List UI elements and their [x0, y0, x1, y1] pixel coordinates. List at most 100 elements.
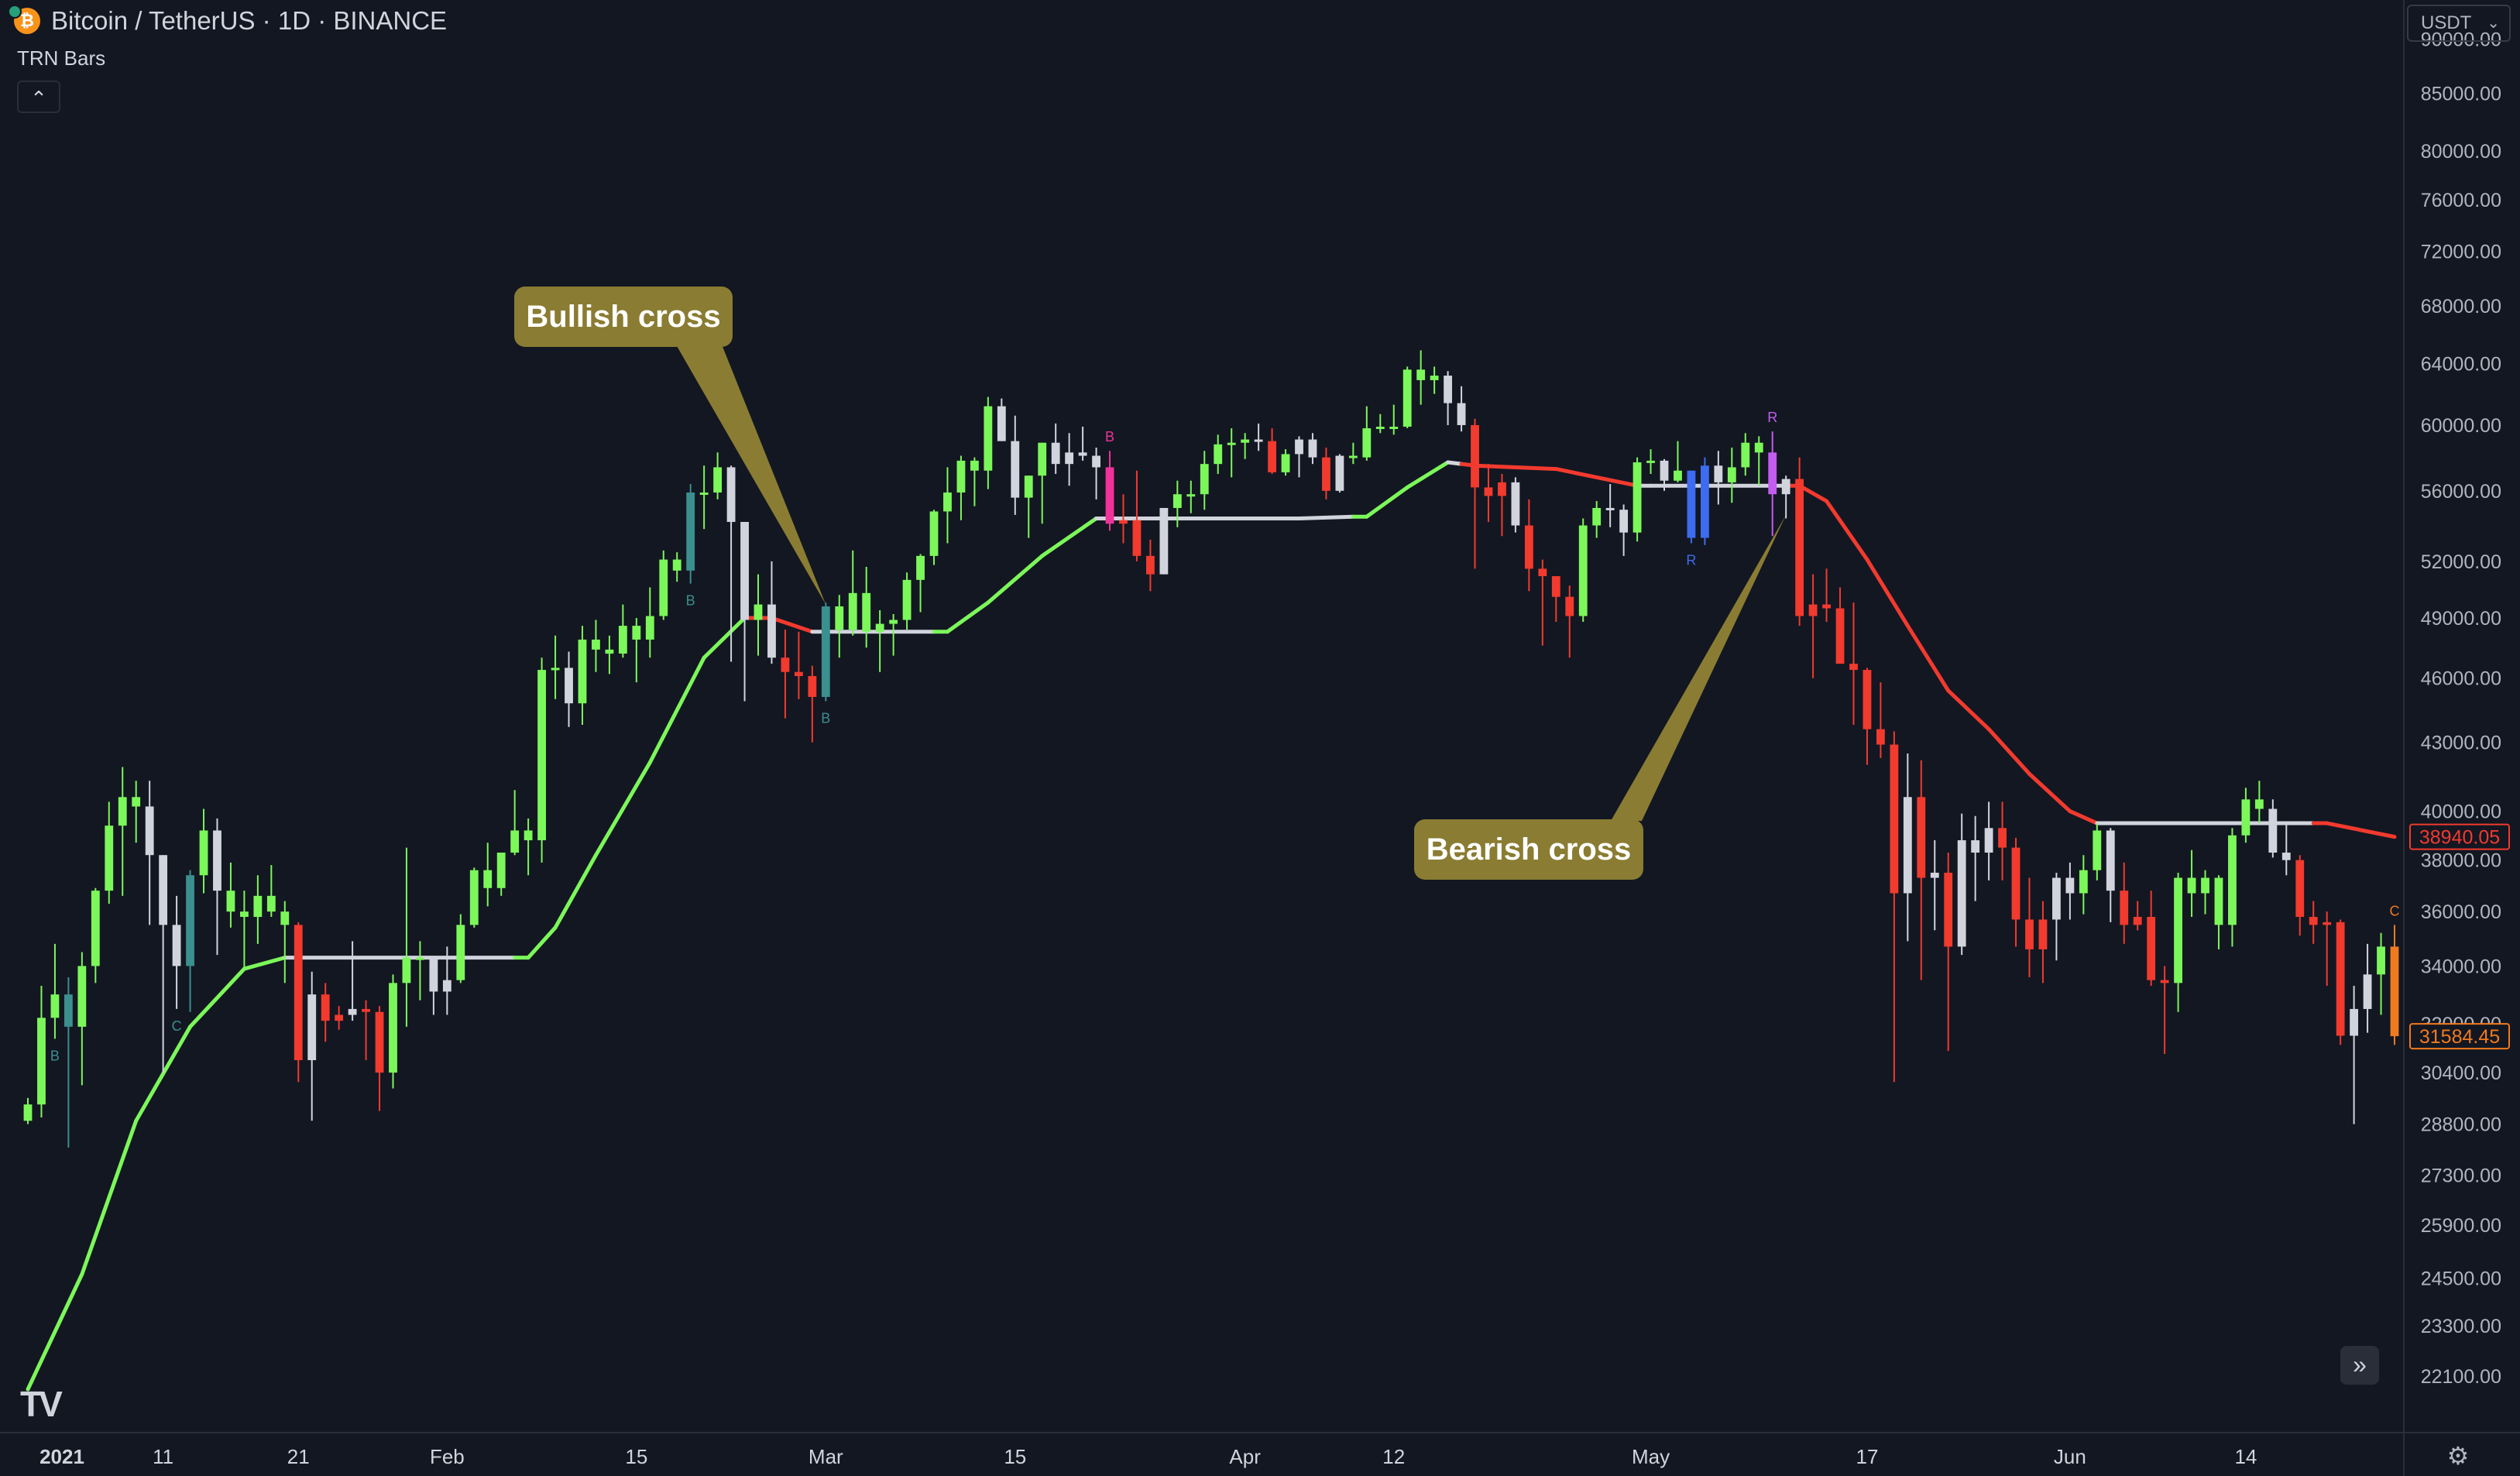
- candle-body: [1119, 520, 1128, 524]
- candle-body: [226, 891, 235, 912]
- candle-body: [266, 895, 276, 912]
- candle: [1754, 436, 1763, 486]
- candle: [984, 396, 993, 489]
- x-tick-label: Apr: [1229, 1445, 1261, 1468]
- candle-body: [2160, 980, 2169, 983]
- candle-body: [1930, 872, 1939, 878]
- candle: [2214, 875, 2223, 949]
- candle-body: [294, 925, 303, 1061]
- candle: [1524, 499, 1533, 592]
- candle: [686, 484, 695, 584]
- candle-body: [1687, 470, 1696, 538]
- signal-marker-label: B: [50, 1048, 60, 1063]
- candle: [199, 808, 208, 894]
- signal-marker-label: B: [821, 710, 830, 726]
- candle: [172, 895, 181, 1009]
- symbol-title[interactable]: Bitcoin / TetherUS · 1D · BINANCE: [51, 6, 448, 35]
- tradingview-logo-icon[interactable]: TV: [20, 1384, 63, 1424]
- candle: [645, 587, 654, 658]
- y-tick-label: 24500.00: [2421, 1268, 2501, 1289]
- candle-body: [321, 994, 330, 1021]
- candle-body: [578, 639, 587, 704]
- candle-body: [1348, 455, 1358, 458]
- candle: [2295, 855, 2305, 936]
- trend-line-segment: [526, 925, 558, 960]
- y-tick-label: 72000.00: [2421, 242, 2501, 263]
- candle-body: [713, 467, 723, 493]
- candle-body: [1498, 482, 1506, 496]
- candle: [2011, 837, 2020, 947]
- candle-body: [699, 492, 709, 495]
- candle-body: [1524, 525, 1533, 569]
- candle: [1808, 574, 1818, 678]
- candle: [767, 561, 776, 664]
- y-tick-label: 85000.00: [2421, 84, 2501, 105]
- candle-body: [1538, 568, 1547, 577]
- scroll-to-realtime-button[interactable]: »: [2340, 1346, 2379, 1385]
- candle: [348, 941, 357, 1021]
- trend-line-segment: [1797, 483, 1829, 503]
- candle-body: [1605, 507, 1615, 510]
- candle: [2323, 911, 2332, 987]
- candle-body: [1890, 744, 1899, 894]
- collapse-indicators-button[interactable]: ⌃: [17, 81, 60, 113]
- candle: [618, 604, 627, 658]
- candle-body: [2201, 877, 2209, 894]
- candle: [1308, 433, 1317, 465]
- candle: [1944, 852, 1953, 1052]
- candle-body: [1917, 797, 1926, 878]
- candle-body: [1727, 467, 1736, 482]
- candle-body: [1674, 470, 1682, 481]
- x-tick-label: 21: [287, 1445, 310, 1468]
- candle-body: [159, 855, 168, 925]
- currency-selector[interactable]: USDT ⌄: [2407, 5, 2511, 42]
- candle: [1172, 480, 1182, 527]
- bearish-callout-pointer: [1611, 514, 1787, 821]
- candle-body: [551, 668, 560, 671]
- candle: [1835, 587, 1845, 664]
- candle: [362, 1000, 370, 1061]
- candle: [23, 1097, 33, 1124]
- candle: [848, 550, 857, 636]
- candle: [1484, 464, 1493, 522]
- candle: [2160, 966, 2169, 1055]
- candle: [1214, 434, 1223, 475]
- candle-body: [483, 870, 493, 888]
- candle-body: [1511, 482, 1520, 526]
- trend-line-segment: [769, 616, 815, 634]
- trend-line-segment: [242, 956, 287, 971]
- candle-body: [335, 1014, 344, 1021]
- candle-body: [1430, 376, 1439, 380]
- bullish-cross-callout: Bullish cross: [514, 287, 733, 347]
- candle: [307, 971, 317, 1121]
- candle-body: [1092, 455, 1100, 468]
- candle-body: [1186, 494, 1196, 497]
- indicator-name[interactable]: TRN Bars: [17, 46, 106, 70]
- candle-body: [1714, 465, 1723, 482]
- candle: [1119, 494, 1128, 544]
- candle: [1984, 802, 1993, 880]
- candle: [1065, 433, 1074, 486]
- bullish-callout-pointer: [674, 341, 826, 605]
- candle: [1930, 840, 1939, 931]
- trend-line-segment: [1905, 623, 1951, 693]
- candle-body: [23, 1104, 33, 1121]
- x-tick-label: 14: [2234, 1445, 2257, 1468]
- trend-line-segment: [945, 600, 990, 634]
- candle-body: [199, 830, 208, 876]
- candle-body: [1132, 520, 1142, 556]
- candle: [1159, 507, 1169, 575]
- gear-icon[interactable]: ⚙: [2446, 1442, 2470, 1470]
- candle: [1605, 484, 1615, 527]
- candle-body: [442, 980, 451, 992]
- price-label-box: [2409, 1023, 2510, 1050]
- candle-body: [835, 606, 844, 630]
- candle-body: [1241, 439, 1250, 443]
- candle: [2281, 823, 2291, 876]
- candle-body: [2093, 830, 2102, 870]
- candle-body: [781, 657, 790, 672]
- candle: [294, 922, 303, 1083]
- candle-body: [307, 994, 317, 1061]
